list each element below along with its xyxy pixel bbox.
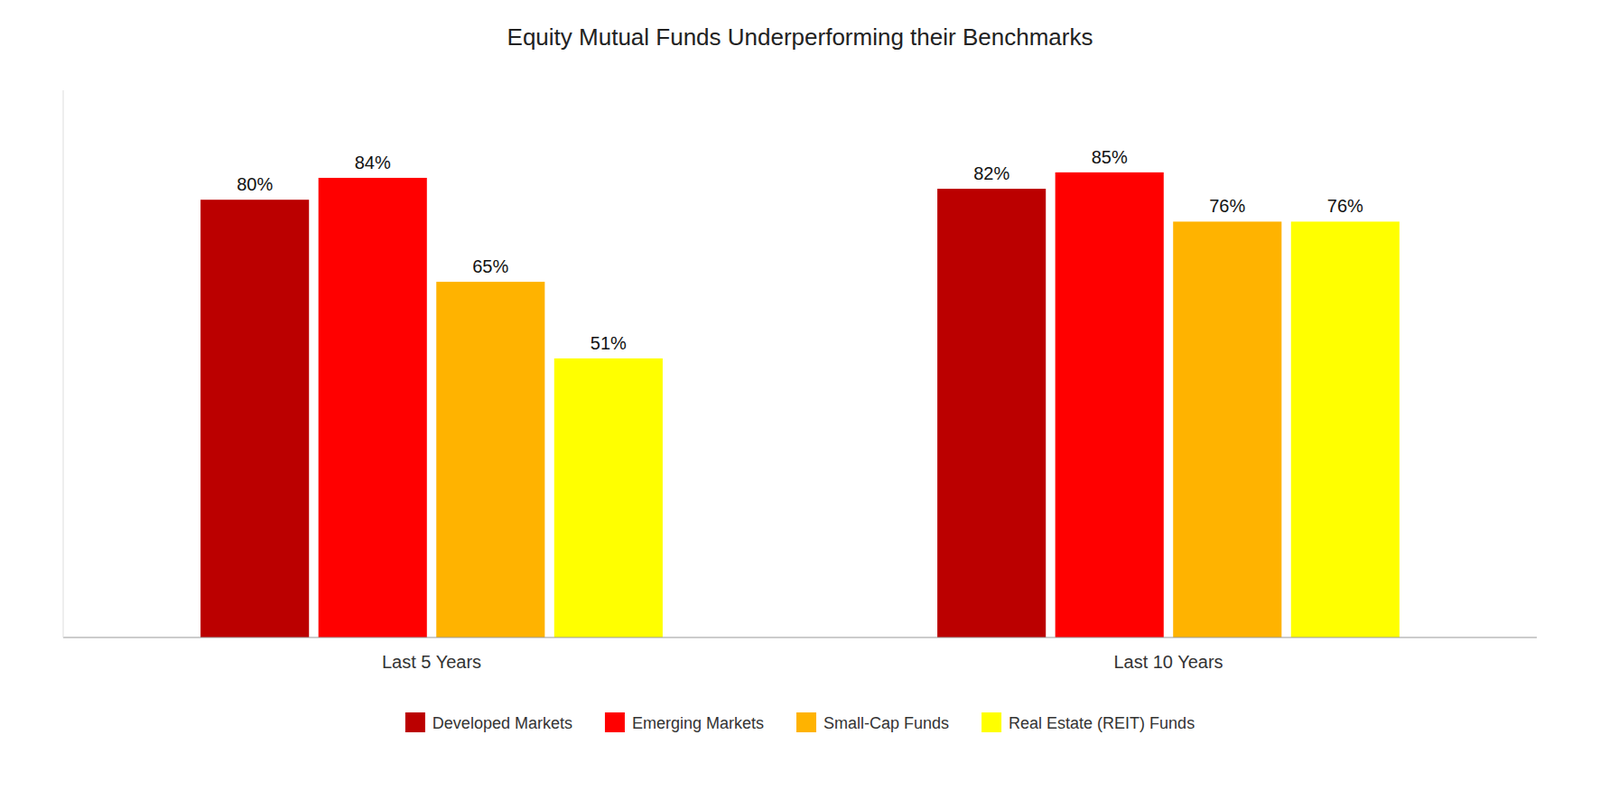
- data-label: 84%: [354, 152, 391, 173]
- data-labels: 80% 82% 84% 85% 65% 76% 51% 76%: [236, 147, 1364, 354]
- legend-label: Real Estate (REIT) Funds: [1008, 714, 1195, 733]
- bar: [318, 177, 428, 638]
- title: Equity Mutual Funds Underperforming thei…: [507, 23, 1094, 51]
- legend-label: Small-Cap Funds: [823, 714, 949, 733]
- legend-swatch: [796, 712, 817, 733]
- bar: [554, 358, 663, 638]
- bar: [1291, 221, 1400, 638]
- chart: Equity Mutual Funds Underperforming thei…: [0, 0, 1600, 800]
- x-axis-line: [63, 637, 1537, 639]
- bar: [1172, 221, 1282, 638]
- data-label: 76%: [1327, 195, 1364, 216]
- bar: [200, 199, 309, 638]
- legend-item: Emerging Markets: [604, 712, 764, 733]
- legend-item: Small-Cap Funds: [796, 712, 949, 733]
- bar: [937, 188, 1046, 638]
- bars: [200, 172, 1400, 638]
- legend-swatch: [405, 712, 426, 733]
- bar: [436, 281, 545, 638]
- legend-label: Developed Markets: [432, 714, 573, 733]
- legend-item: Developed Markets: [405, 712, 573, 733]
- data-label: 65%: [472, 256, 509, 277]
- data-label: 82%: [973, 163, 1010, 184]
- legend-swatch: [981, 712, 1002, 733]
- x-tick-label: Last 5 Years: [381, 651, 482, 672]
- legend-swatch: [604, 712, 625, 733]
- legend: Developed Markets Emerging Markets Small-C…: [405, 712, 1195, 733]
- legend-label: Emerging Markets: [632, 714, 764, 733]
- data-label: 85%: [1091, 147, 1128, 168]
- data-label: 80%: [236, 174, 273, 195]
- y-axis-line: [63, 90, 65, 638]
- x-tick-label: Last 10 Years: [1113, 651, 1223, 672]
- bar: [1055, 172, 1164, 638]
- legend-item: Real Estate (REIT) Funds: [981, 712, 1195, 733]
- data-label: 76%: [1209, 195, 1246, 216]
- data-label: 51%: [590, 333, 627, 354]
